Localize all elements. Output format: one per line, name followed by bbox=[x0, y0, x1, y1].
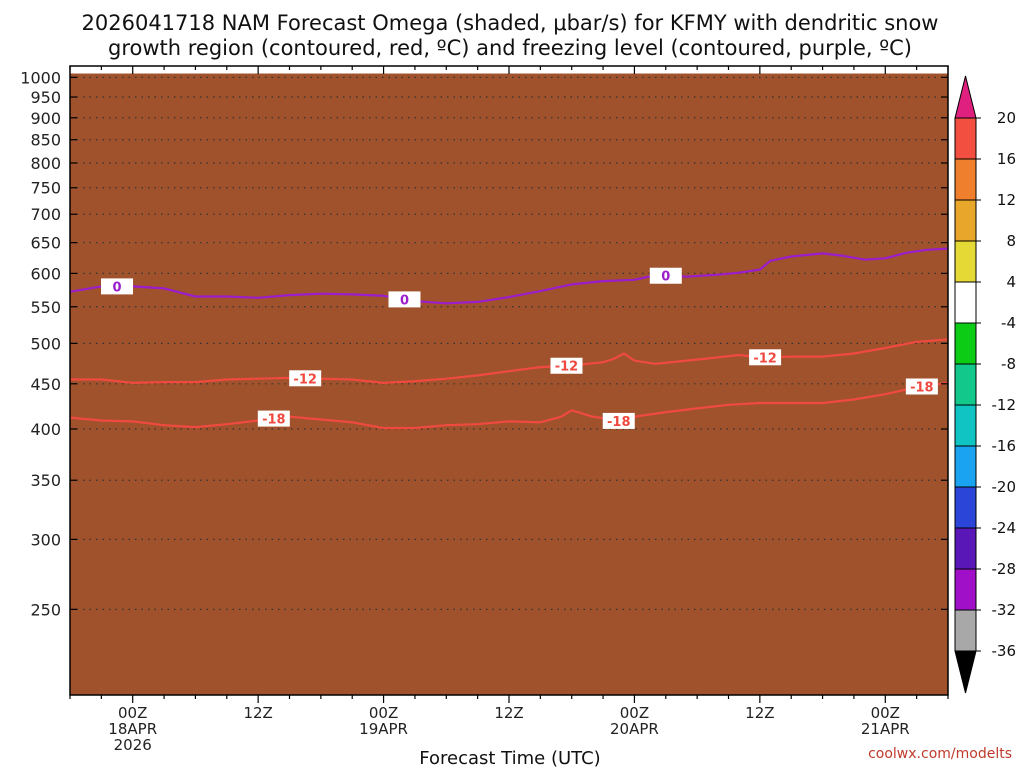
ytick-label-550: 550 bbox=[30, 298, 61, 317]
colorbar-band-4 bbox=[954, 281, 977, 324]
contour-label-minus-18C-0: -18 bbox=[262, 413, 286, 428]
colorbar-tick-label-20: 20 bbox=[997, 109, 1016, 127]
ground-strip bbox=[70, 73, 948, 695]
ytick-label-800: 800 bbox=[30, 154, 61, 173]
colorbar-band-10 bbox=[954, 527, 977, 570]
colorbar-band-9 bbox=[954, 486, 977, 529]
ytick-label-700: 700 bbox=[30, 205, 61, 224]
xtick-label-0-1: 18APR bbox=[108, 720, 157, 738]
ytick-label-300: 300 bbox=[30, 530, 61, 549]
ytick-label-450: 450 bbox=[30, 375, 61, 394]
colorbar-band-12 bbox=[954, 609, 977, 652]
chart-title-line2: growth region (contoured, red, ºC) and f… bbox=[108, 36, 912, 60]
ytick-label-350: 350 bbox=[30, 471, 61, 490]
colorbar-band-0 bbox=[954, 117, 977, 160]
ytick-label-650: 650 bbox=[30, 234, 61, 253]
contour-label-minus-12C-1: -12 bbox=[555, 360, 579, 375]
chart-title-line1: 2026041718 NAM Forecast Omega (shaded, μ… bbox=[82, 11, 939, 35]
colorbar-band-3 bbox=[954, 240, 977, 283]
contour-label-bg bbox=[257, 410, 290, 427]
contour-label-bg bbox=[388, 291, 421, 308]
ytick-label-1000: 1000 bbox=[20, 68, 61, 87]
colorbar-tick-label--8: -8 bbox=[1001, 355, 1016, 373]
ytick-label-250: 250 bbox=[30, 600, 61, 619]
colorbar-bottom-arrow bbox=[954, 650, 977, 694]
colorbar: 20 16 12 8 4 -4 -8 -12 -16 -20 -24 -28 -32 -36 bbox=[954, 75, 1017, 694]
colorbar-band-6 bbox=[954, 363, 977, 406]
colorbar-tick-label--36: -36 bbox=[992, 642, 1017, 660]
colorbar-tick-label-16: 16 bbox=[997, 150, 1016, 168]
credit-text: coolwx.com/modelts bbox=[868, 746, 1012, 762]
plot-inner: -18 -18 -18 -12 -12 -12 0 0 0 bbox=[70, 73, 948, 695]
contour-label-minus-18C-1: -18 bbox=[607, 415, 631, 430]
colorbar-tick-label-4: 4 bbox=[1006, 273, 1016, 291]
colorbar-band-5 bbox=[954, 322, 977, 365]
contour-freezing-level-0C bbox=[70, 247, 948, 305]
colorbar-tick-label-12: 12 bbox=[997, 191, 1016, 209]
colorbar-tick-label--16: -16 bbox=[992, 437, 1017, 455]
xtick-label-3-0: 12Z bbox=[494, 704, 523, 722]
colorbar-band-11 bbox=[954, 568, 977, 611]
contour-label-bg bbox=[649, 267, 682, 284]
contour-label-bg bbox=[289, 370, 322, 387]
xtick-label-4-0: 00Z bbox=[620, 704, 649, 722]
colorbar-tick-label--32: -32 bbox=[992, 601, 1017, 619]
colorbar-band-8 bbox=[954, 445, 977, 488]
ytick-label-400: 400 bbox=[30, 420, 61, 439]
xtick-label-4-1: 20APR bbox=[610, 720, 659, 738]
contour-label-minus-12C-2: -12 bbox=[753, 351, 777, 366]
contour-label-bg bbox=[101, 278, 134, 295]
ytick-label-950: 950 bbox=[30, 88, 61, 107]
ytick-label-900: 900 bbox=[30, 109, 61, 128]
xtick-label-0-2: 2026 bbox=[114, 736, 152, 754]
x-axis-label: Forecast Time (UTC) bbox=[419, 748, 600, 768]
contour-label-freezing-level-0C-0: 0 bbox=[113, 280, 122, 295]
ytick-label-850: 850 bbox=[30, 131, 61, 150]
colorbar-band-2 bbox=[954, 199, 977, 242]
plot-area: -18 -18 -18 -12 -12 -12 0 0 0 bbox=[69, 65, 949, 696]
colorbar-top-arrow bbox=[954, 75, 977, 119]
ytick-label-500: 500 bbox=[30, 334, 61, 353]
colorbar-band-7 bbox=[954, 404, 977, 447]
xtick-label-1-0: 12Z bbox=[243, 704, 272, 722]
xtick-label-0-0: 00Z bbox=[118, 704, 147, 722]
colorbar-tick-label--12: -12 bbox=[992, 396, 1017, 414]
colorbar-tick-label--20: -20 bbox=[992, 478, 1017, 496]
colorbar-tick-label--24: -24 bbox=[992, 519, 1017, 537]
colorbar-band-1 bbox=[954, 158, 977, 201]
ytick-label-750: 750 bbox=[30, 179, 61, 198]
xtick-label-5-0: 12Z bbox=[745, 704, 774, 722]
contour-label-bg bbox=[905, 378, 938, 395]
contour-label-freezing-level-0C-2: 0 bbox=[661, 270, 670, 285]
colorbar-tick-label--28: -28 bbox=[992, 560, 1017, 578]
contour-label-freezing-level-0C-1: 0 bbox=[400, 293, 409, 308]
xtick-label-2-0: 00Z bbox=[369, 704, 398, 722]
contour-minus-18C bbox=[70, 381, 948, 430]
xtick-label-6-1: 21APR bbox=[861, 720, 910, 738]
xtick-label-6-0: 00Z bbox=[871, 704, 900, 722]
ytick-label-600: 600 bbox=[30, 264, 61, 283]
contour-label-minus-12C-0: -12 bbox=[293, 372, 317, 387]
xtick-label-2-1: 19APR bbox=[359, 720, 408, 738]
colorbar-tick-label-8: 8 bbox=[1006, 232, 1016, 250]
colorbar-tick-label--4: -4 bbox=[1001, 314, 1016, 332]
contour-label-bg bbox=[749, 349, 782, 366]
contour-label-minus-18C-2: -18 bbox=[910, 380, 934, 395]
contour-label-bg bbox=[602, 412, 635, 429]
axes: 250 300 350 400 450 500 550 600 650 700 750 800 850 9… bbox=[20, 66, 949, 754]
contour-label-bg bbox=[550, 357, 583, 374]
